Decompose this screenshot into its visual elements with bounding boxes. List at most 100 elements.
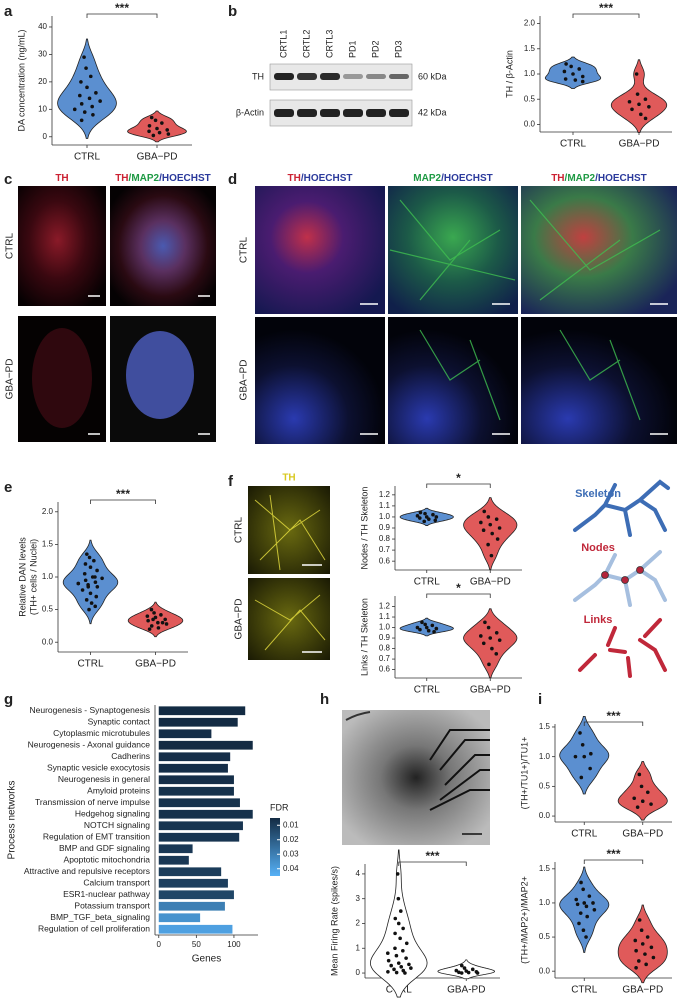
data-point — [486, 542, 490, 547]
data-point — [422, 519, 427, 524]
panel-label: c — [4, 171, 12, 188]
electrodes — [345, 711, 490, 811]
mea-image — [342, 710, 490, 845]
lane-label: PD1 — [347, 40, 357, 58]
y-tick-label: 0.5 — [42, 605, 54, 614]
data-point — [497, 638, 502, 642]
data-point — [584, 935, 588, 939]
data-point — [585, 914, 589, 919]
micrograph — [521, 317, 677, 444]
bar — [158, 752, 231, 762]
data-point — [647, 104, 651, 109]
data-point — [147, 129, 151, 134]
y-tick-label: 40 — [38, 22, 47, 31]
data-point — [486, 625, 491, 630]
data-point — [466, 970, 471, 975]
data-point — [404, 956, 408, 960]
data-point — [83, 578, 88, 583]
data-point — [160, 121, 164, 125]
channel-part: /HOECHST — [301, 173, 353, 184]
data-point — [147, 627, 152, 631]
bar — [158, 844, 193, 854]
significance: * — [456, 471, 461, 485]
y-tick-label: Transmission of nerve impulse — [35, 797, 150, 807]
data-point — [637, 772, 642, 777]
data-point — [591, 901, 595, 905]
x-tick-label: CTRL — [414, 685, 441, 696]
data-point — [393, 916, 398, 921]
data-point — [635, 805, 640, 809]
bar — [158, 901, 225, 911]
data-point — [84, 66, 88, 70]
data-point — [490, 531, 495, 536]
bar — [158, 855, 189, 865]
data-point — [490, 646, 494, 651]
data-point — [427, 517, 431, 521]
data-point — [563, 77, 568, 81]
blot-size-label: 60 kDa — [418, 71, 447, 81]
y-tick-label: 2.0 — [524, 19, 536, 28]
violin — [127, 601, 184, 638]
micrograph — [255, 186, 385, 314]
data-point — [88, 591, 93, 596]
organoid — [126, 331, 194, 419]
bar — [158, 890, 234, 900]
significance: *** — [606, 709, 620, 723]
data-point — [588, 766, 592, 771]
y-tick-label: Potassium transport — [74, 901, 150, 911]
y-tick-label: 0.7 — [379, 545, 391, 554]
row-label: CTRL — [5, 233, 16, 260]
x-tick-label: CTRL — [571, 829, 598, 840]
data-point — [573, 754, 578, 759]
y-tick-label: 2 — [356, 919, 361, 928]
data-point — [418, 627, 422, 632]
blot-size-label: 42 kDa — [418, 107, 447, 117]
data-point — [415, 514, 420, 518]
data-point — [418, 516, 422, 520]
data-point — [79, 80, 83, 84]
data-point — [393, 931, 397, 936]
data-point — [396, 921, 401, 926]
data-point — [579, 775, 584, 780]
data-point — [432, 629, 436, 634]
data-point — [487, 662, 491, 667]
row-label: GBA−PD — [239, 360, 250, 401]
y-tick-label: Apoptotic mitochondria — [64, 855, 151, 865]
violin — [127, 110, 187, 143]
organoid — [32, 328, 92, 428]
data-point — [423, 622, 427, 627]
y-tick-label: 1.5 — [539, 722, 551, 731]
data-point — [645, 935, 650, 939]
data-point — [79, 118, 84, 123]
data-point — [431, 512, 435, 517]
x-tick-label: GBA−PD — [470, 577, 511, 588]
channel-part: MAP2 — [413, 173, 441, 184]
violin — [617, 761, 668, 821]
data-point — [433, 518, 438, 523]
data-point — [87, 607, 91, 612]
y-tick-label: 1.0 — [539, 752, 551, 761]
y-tick-label: 0.8 — [379, 534, 391, 543]
lane-label: PD3 — [393, 40, 403, 58]
lane-label: CRTL2 — [301, 30, 311, 58]
data-point — [578, 911, 583, 915]
data-point — [395, 872, 400, 876]
data-point — [424, 625, 429, 630]
y-tick-label: 0.5 — [524, 94, 536, 103]
y-tick-label: 1.5 — [42, 540, 54, 549]
data-point — [418, 510, 423, 515]
data-point — [592, 907, 597, 912]
data-point — [153, 118, 158, 123]
bar — [158, 821, 243, 831]
channel-label: TH/MAP2/HOECHST — [115, 173, 211, 184]
data-point — [462, 966, 467, 970]
y-tick-label: 1 — [356, 943, 361, 952]
x-tick-label: CTRL — [414, 577, 441, 588]
data-point — [634, 72, 639, 76]
violin — [62, 539, 119, 625]
data-point — [580, 742, 585, 747]
data-point — [82, 110, 87, 114]
y-tick-label: Synaptic contact — [88, 717, 151, 727]
data-point — [409, 966, 413, 970]
